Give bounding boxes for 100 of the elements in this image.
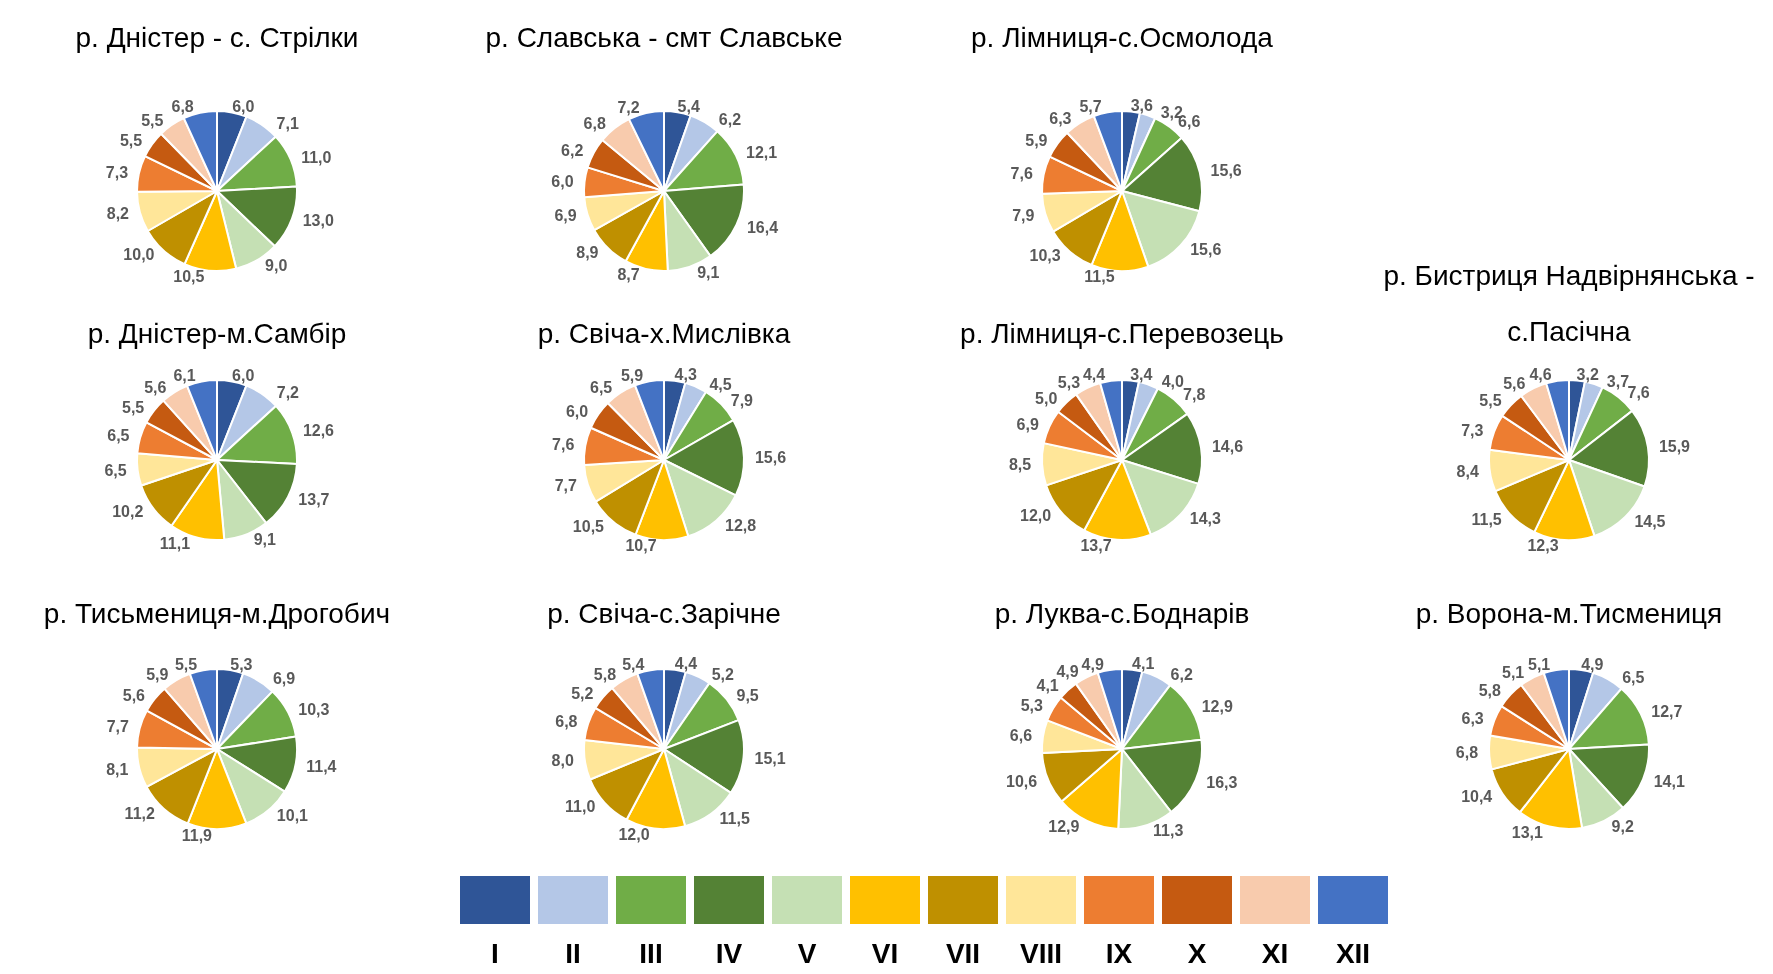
data-label: 7,2 <box>276 383 300 401</box>
data-label: 6,5 <box>104 461 127 479</box>
data-label: 5,6 <box>144 378 167 396</box>
data-label: 10,2 <box>112 503 144 521</box>
legend-label: III <box>639 938 663 970</box>
chart-title: р. Свіча-с.Зарічне <box>546 597 782 631</box>
data-label: 6,9 <box>272 670 296 688</box>
data-label: 15,6 <box>1210 162 1242 180</box>
chart-title: р. Дністер - с. Стрілки <box>74 21 360 55</box>
legend-label: V <box>797 938 817 970</box>
data-label: 7,7 <box>106 718 129 736</box>
data-label: 6,3 <box>1461 709 1484 727</box>
data-label: 6,8 <box>555 713 578 730</box>
data-label: 5,5 <box>119 132 143 150</box>
data-label: 5,5 <box>122 398 145 416</box>
legend-label: IV <box>715 938 743 970</box>
chart-title: р. Славська - смт Славське <box>484 21 844 55</box>
legend-label: VI <box>871 938 899 970</box>
data-label: 3,4 <box>1130 365 1153 383</box>
data-label: 5,0 <box>1035 389 1058 407</box>
data-label: 6,9 <box>554 207 577 225</box>
data-label: 8,1 <box>106 760 129 778</box>
chart-title: р. Луква-с.Боднарів <box>993 597 1251 631</box>
data-label: 12,8 <box>725 516 757 534</box>
data-label: 5,9 <box>1025 131 1048 149</box>
data-label: 9,5 <box>736 687 759 705</box>
data-label: 7,6 <box>1627 384 1650 402</box>
data-label: 4,6 <box>1529 366 1552 384</box>
legend-label: XII <box>1335 938 1371 970</box>
data-label: 13,7 <box>298 491 330 509</box>
data-label: 7,3 <box>1461 421 1484 439</box>
data-label: 6,2 <box>561 141 584 159</box>
data-label: 14,5 <box>1634 512 1666 530</box>
chart-title: р. Лімниця-с.Перевозець <box>959 317 1285 351</box>
data-label: 7,2 <box>617 98 640 116</box>
data-label: 12,0 <box>1020 506 1052 524</box>
data-label: 9,0 <box>265 256 288 274</box>
data-label: 4,4 <box>674 655 698 673</box>
data-label: 5,9 <box>146 666 169 684</box>
data-label: 5,2 <box>571 684 594 702</box>
data-label: 5,5 <box>1479 392 1502 410</box>
chart-title: р. Дністер-м.Самбір <box>86 317 348 351</box>
data-label: 11,5 <box>1471 510 1502 528</box>
data-label: 6,0 <box>232 367 255 385</box>
data-label: 9,1 <box>697 263 720 281</box>
data-label: 12,6 <box>302 422 335 440</box>
legend-label: XI <box>1261 938 1289 970</box>
data-label: 4,5 <box>709 375 732 393</box>
data-label: 7,6 <box>1010 165 1033 183</box>
data-label: 14,6 <box>1211 438 1244 456</box>
legend-label: I <box>491 938 499 970</box>
data-label: 5,3 <box>1020 696 1043 714</box>
data-label: 4,9 <box>1581 655 1604 673</box>
data-label: 10,4 <box>1461 787 1493 805</box>
data-label: 10,3 <box>1029 247 1061 265</box>
data-label: 6,6 <box>1009 726 1033 744</box>
data-label: 7,6 <box>552 436 575 454</box>
data-label: 10,1 <box>276 806 309 824</box>
data-label: 6,8 <box>1455 744 1479 762</box>
data-label: 15,6 <box>754 448 787 466</box>
data-label: 10,6 <box>1006 772 1038 790</box>
data-label: 6,5 <box>589 379 613 397</box>
data-label: 6,1 <box>173 367 196 385</box>
data-label: 11,1 <box>159 534 191 552</box>
data-label: 5,4 <box>622 655 645 673</box>
data-label: 6,0 <box>232 98 255 116</box>
data-label: 5,8 <box>1478 682 1502 700</box>
chart-title: р. Бистриця Надвірнянська - с.Пасічна <box>1382 259 1756 349</box>
data-label: 9,2 <box>1611 817 1634 835</box>
data-label: 4,1 <box>1132 655 1155 673</box>
data-label: 10,3 <box>298 700 330 718</box>
data-label: 6,2 <box>1170 666 1193 684</box>
data-label: 4,3 <box>674 366 697 384</box>
data-label: 5,1 <box>1501 664 1525 682</box>
data-label: 5,1 <box>1528 655 1551 673</box>
data-label: 12,9 <box>1048 817 1080 835</box>
data-label: 3,7 <box>1606 372 1630 390</box>
data-label: 15,9 <box>1658 437 1691 455</box>
data-label: 4,1 <box>1036 677 1059 695</box>
data-label: 5,5 <box>141 111 164 129</box>
data-label: 14,3 <box>1189 510 1221 528</box>
data-label: 8,5 <box>1008 456 1032 474</box>
data-label: 15,6 <box>1190 240 1222 258</box>
data-label: 13,1 <box>1511 823 1543 841</box>
data-label: 9,1 <box>253 531 276 549</box>
data-label: 5,7 <box>1079 97 1102 115</box>
data-label: 8,4 <box>1456 463 1479 481</box>
data-label: 11,0 <box>565 798 596 816</box>
data-label: 11,2 <box>124 804 155 822</box>
data-label: 5,5 <box>174 655 198 673</box>
data-label: 5,4 <box>677 97 700 115</box>
legend-label: IX <box>1105 938 1133 970</box>
data-label: 6,0 <box>565 402 589 420</box>
data-label: 5,6 <box>122 686 146 704</box>
data-label: 6,9 <box>1016 415 1039 433</box>
legend-label: VII <box>945 938 981 970</box>
data-label: 11,5 <box>719 810 750 828</box>
data-label: 5,2 <box>711 665 734 683</box>
data-label: 5,9 <box>620 366 644 384</box>
data-label: 8,9 <box>576 243 599 261</box>
